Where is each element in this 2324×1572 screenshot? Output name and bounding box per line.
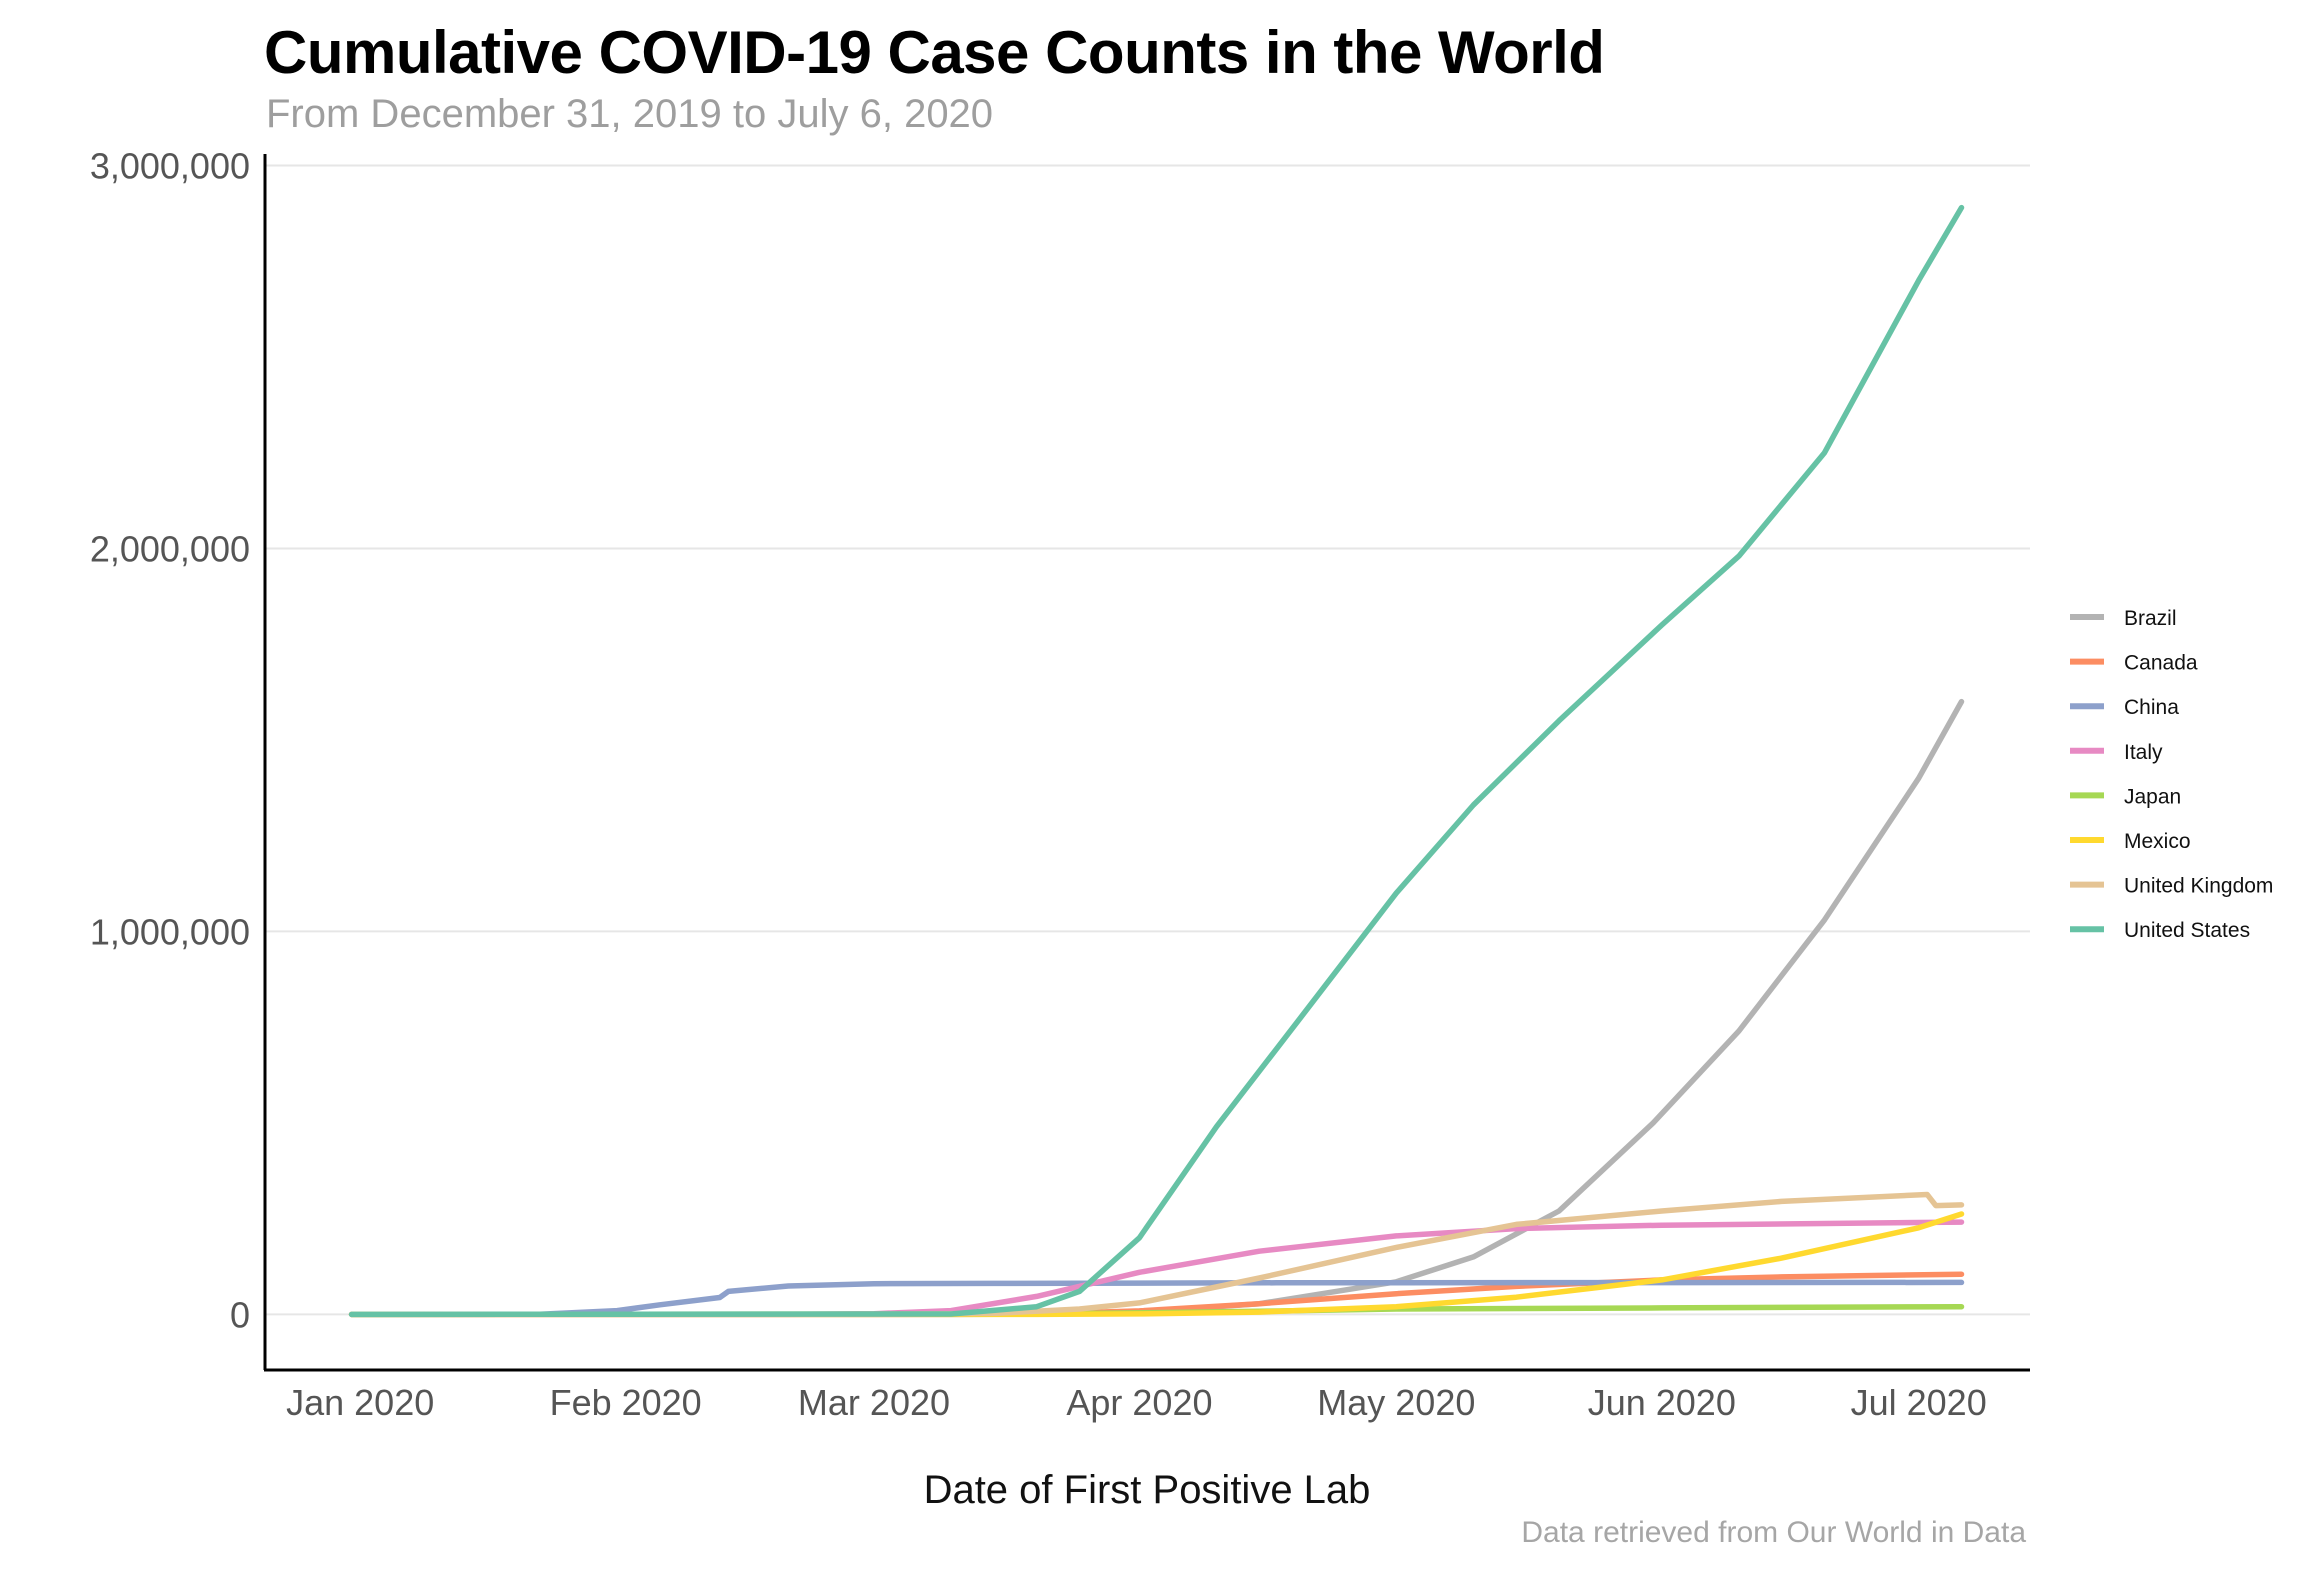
legend: Brazil Canada China Italy Japan Mexico United … [2070,607,2273,942]
x-tick-label: Feb 2020 [550,1382,702,1423]
x-tick-label: Apr 2020 [1066,1382,1212,1423]
series-lines [348,204,1965,1318]
chart-subtitle: From December 31, 2019 to July 6, 2020 [266,92,994,136]
series-line-mexico [348,1211,1965,1318]
series-line-united-states [348,204,1965,1318]
x-tick-label: Jun 2020 [1588,1382,1736,1423]
series-line-united-kingdom [348,1191,1965,1318]
axes [263,154,2030,1372]
x-tick-label: Jul 2020 [1851,1382,1987,1423]
x-tick-label: Mar 2020 [798,1382,950,1423]
legend-label: Italy [2124,741,2163,764]
legend-label: Canada [2124,652,2198,675]
x-axis-title: Date of First Positive Lab [924,1468,1371,1512]
source-note: Data retrieved from Our World in Data [1521,1516,2026,1549]
chart-title: Cumulative COVID-19 Case Counts in the W… [264,19,1605,86]
legend-label: Mexico [2124,830,2191,853]
x-tick-label: Jan 2020 [286,1382,434,1423]
legend-label: China [2124,696,2179,719]
tick-labels: 0 1,000,000 2,000,000 3,000,000 Jan 2020 Feb … [90,145,1987,1423]
y-tick-label: 0 [230,1294,250,1335]
gridlines [266,164,2030,1316]
y-tick-label: 1,000,000 [90,911,250,952]
legend-label: United States [2124,919,2250,942]
legend-label: Japan [2124,785,2181,808]
legend-label: United Kingdom [2124,875,2273,898]
legend-label: Brazil [2124,607,2177,630]
y-tick-label: 2,000,000 [90,528,250,569]
x-tick-label: May 2020 [1317,1382,1475,1423]
y-tick-label: 3,000,000 [90,145,250,186]
